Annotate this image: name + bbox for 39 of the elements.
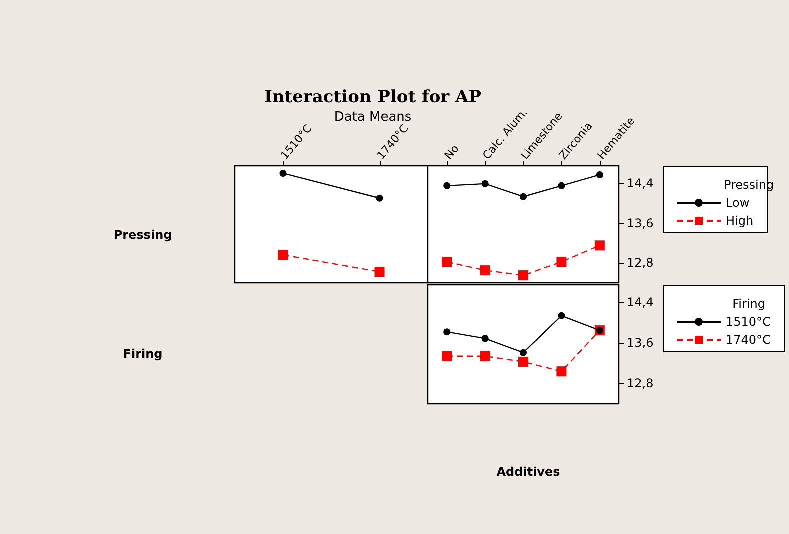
point xyxy=(518,356,528,367)
chart-title: Interaction Plot for AP xyxy=(264,88,482,108)
point xyxy=(442,351,452,362)
point xyxy=(480,266,490,276)
x-axis-title: Additives xyxy=(496,465,560,479)
y-tick-label: 13,6 xyxy=(627,216,654,230)
point xyxy=(482,335,489,342)
y-tick-label: 12,8 xyxy=(627,376,654,391)
point xyxy=(594,240,605,251)
point xyxy=(278,250,288,260)
point xyxy=(558,182,566,190)
chart-subtitle: Data Means xyxy=(334,110,412,125)
point xyxy=(482,180,489,188)
point xyxy=(556,257,567,268)
y-tick-label: 12,8 xyxy=(627,256,654,270)
legend-label: 1510°C xyxy=(726,315,771,329)
y-axis-title: Firing xyxy=(123,347,163,361)
point xyxy=(520,349,527,356)
point xyxy=(520,193,527,200)
point xyxy=(480,351,490,362)
point xyxy=(442,257,452,268)
point xyxy=(596,171,604,178)
point xyxy=(374,267,385,278)
y-tick-label: 14,4 xyxy=(627,176,654,190)
point xyxy=(376,194,384,202)
legend-label: Low xyxy=(726,196,750,210)
legend-label: High xyxy=(726,214,754,228)
y-tick-label: 14,4 xyxy=(627,296,654,310)
y-tick-label: 13,6 xyxy=(627,336,654,350)
point xyxy=(556,366,567,377)
y-axis-title: Pressing xyxy=(114,228,172,242)
x-tick-label: No xyxy=(442,142,462,162)
point xyxy=(558,312,566,320)
legend-title: Firing xyxy=(732,297,766,311)
point xyxy=(444,182,451,190)
point xyxy=(280,170,287,177)
point xyxy=(444,328,451,336)
point xyxy=(518,270,528,281)
legend-label: 1740°C xyxy=(726,333,771,347)
